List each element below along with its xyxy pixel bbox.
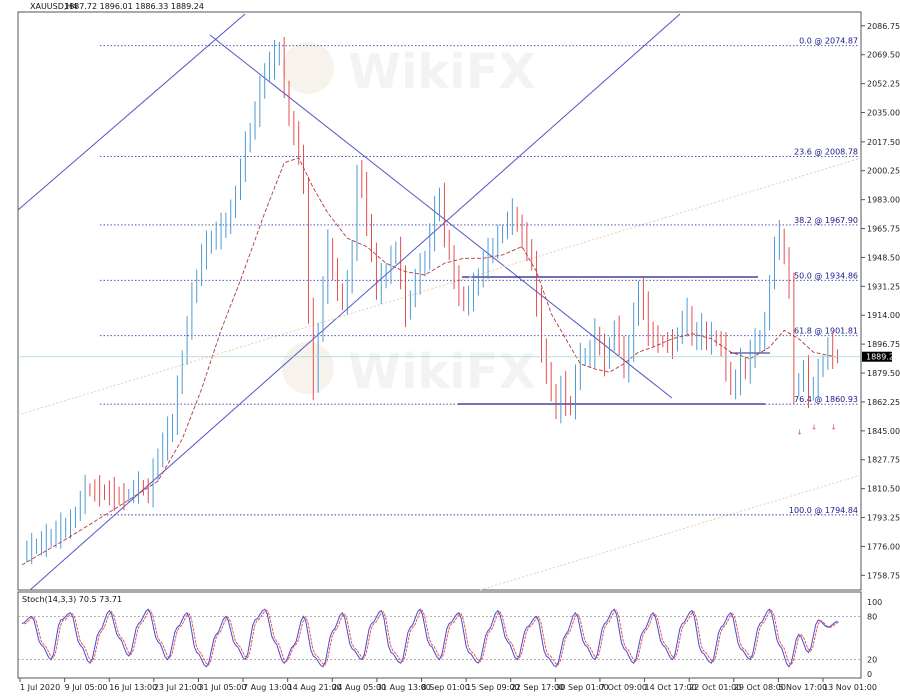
- price-layer: ↓ ↓ ↓: [21, 36, 839, 566]
- x-tick-label: 9 Jul 05:00: [65, 683, 108, 692]
- y-tick-label: 1827.75: [867, 456, 900, 465]
- channel-upper-line: [17, 13, 246, 211]
- current-price-value: 1889.24: [866, 353, 899, 362]
- x-tick-label: 7 Oct 09:00: [600, 683, 647, 692]
- stoch-label: Stoch(14,3,3) 70.5 73.71: [22, 595, 122, 604]
- x-tick-label: 7 Aug 13:00: [243, 683, 292, 692]
- y-tick-label: 1948.50: [867, 253, 900, 262]
- x-tick-label: 31 Aug 13:00: [377, 683, 431, 692]
- fibonacci-layer: 0.0 @ 2074.87 23.6 @ 2008.78 38.2 @ 1967.9…: [100, 37, 859, 516]
- x-tick-label: 23 Jul 21:00: [154, 683, 202, 692]
- fib-level-label: 61.8 @ 1901.81: [794, 327, 858, 336]
- channel-lower-line: [29, 13, 681, 591]
- x-tick-label: 1 Jul 2020: [20, 683, 60, 692]
- x-tick-label: 22 Sep 17:00: [511, 683, 564, 692]
- y-tick-label: 1879.50: [867, 369, 900, 378]
- trend-guide-upper: [17, 157, 862, 416]
- y-tick-label: 1862.25: [867, 398, 900, 407]
- y-tick-label: 2086.75: [867, 22, 900, 31]
- y-tick-label: 1810.50: [867, 485, 900, 494]
- y-tick-label: 2052.25: [867, 80, 900, 89]
- x-tick-label: 31 Jul 05:00: [198, 683, 246, 692]
- x-tick-label: 8 Sep 01:00: [422, 683, 470, 692]
- fib-level-label: 50.0 @ 1934.86: [794, 271, 858, 280]
- y-tick-label: 1896.75: [867, 340, 900, 349]
- x-tick-label: 24 Aug 05:00: [332, 683, 386, 692]
- moving-average-line: [21, 157, 838, 566]
- watermark-layer: WikiFX WikiFX: [282, 42, 536, 400]
- current-price-box: [862, 351, 892, 362]
- stoch-tick-label: 100: [867, 598, 882, 607]
- stoch-tick-label: 20: [867, 656, 877, 665]
- y-tick-label: 1931.25: [867, 282, 900, 291]
- stochastic-layer: 100 80 20 0: [18, 598, 882, 679]
- main-panel-frame: [17, 11, 862, 591]
- x-tick-label: 22 Oct 01:00: [689, 683, 741, 692]
- fractal-marker: ↓: [811, 423, 817, 431]
- stoch-panel-frame: [17, 591, 862, 679]
- stoch-signal-line: [23, 609, 840, 666]
- ohlc-label: 1887.72 1896.01 1886.33 1889.24: [64, 2, 204, 11]
- fib-level-label: 23.6 @ 2008.78: [794, 147, 858, 156]
- y-tick-label: 1793.25: [867, 514, 900, 523]
- y-tick-label: 1965.75: [867, 225, 900, 234]
- fractal-marker: ↓: [797, 428, 803, 436]
- x-tick-label: 5 Nov 17:00: [778, 683, 827, 692]
- fractal-marker: ↓: [831, 423, 837, 431]
- y-tick-label: 1983.00: [867, 196, 900, 205]
- x-tick-label: 13 Nov 01:00: [823, 683, 877, 692]
- stoch-tick-label: 80: [867, 612, 877, 621]
- price-axis: 2086.75 2069.50 2052.25 2035.00 2017.50 2000.…: [861, 22, 900, 580]
- fib-level-label: 76.4 @ 1860.93: [794, 395, 858, 404]
- x-tick-label: 29 Oct 08:00: [734, 683, 786, 692]
- symbol-label: XAUUSD,H4: [30, 2, 78, 11]
- fib-level-label: 0.0 @ 2074.87: [799, 37, 858, 46]
- x-tick-label: 15 Sep 09:00: [466, 683, 519, 692]
- trend-guide-lower: [479, 474, 862, 591]
- fib-level-label: 100.0 @ 1794.84: [789, 506, 858, 515]
- trendline-layer: [17, 13, 862, 591]
- x-tick-label: 14 Oct 17:00: [645, 683, 697, 692]
- y-tick-label: 1845.00: [867, 427, 900, 436]
- y-tick-label: 2035.00: [867, 109, 900, 118]
- y-tick-label: 1758.75: [867, 571, 900, 580]
- y-tick-label: 2000.25: [867, 167, 900, 176]
- y-tick-label: 2069.50: [867, 51, 900, 60]
- stoch-main-line: [21, 608, 838, 668]
- watermark-text: WikiFX: [348, 344, 536, 400]
- watermark-text: WikiFX: [348, 44, 536, 100]
- x-tick-label: 30 Sep 01:00: [555, 683, 608, 692]
- y-tick-label: 1776.00: [867, 542, 900, 551]
- stoch-tick-label: 0: [867, 670, 872, 679]
- y-tick-label: 1914.00: [867, 311, 900, 320]
- fib-level-label: 38.2 @ 1967.90: [794, 216, 858, 225]
- x-tick-label: 14 Aug 21:00: [288, 683, 342, 692]
- x-tick-label: 16 Jul 13:00: [109, 683, 157, 692]
- y-tick-label: 2017.50: [867, 138, 900, 147]
